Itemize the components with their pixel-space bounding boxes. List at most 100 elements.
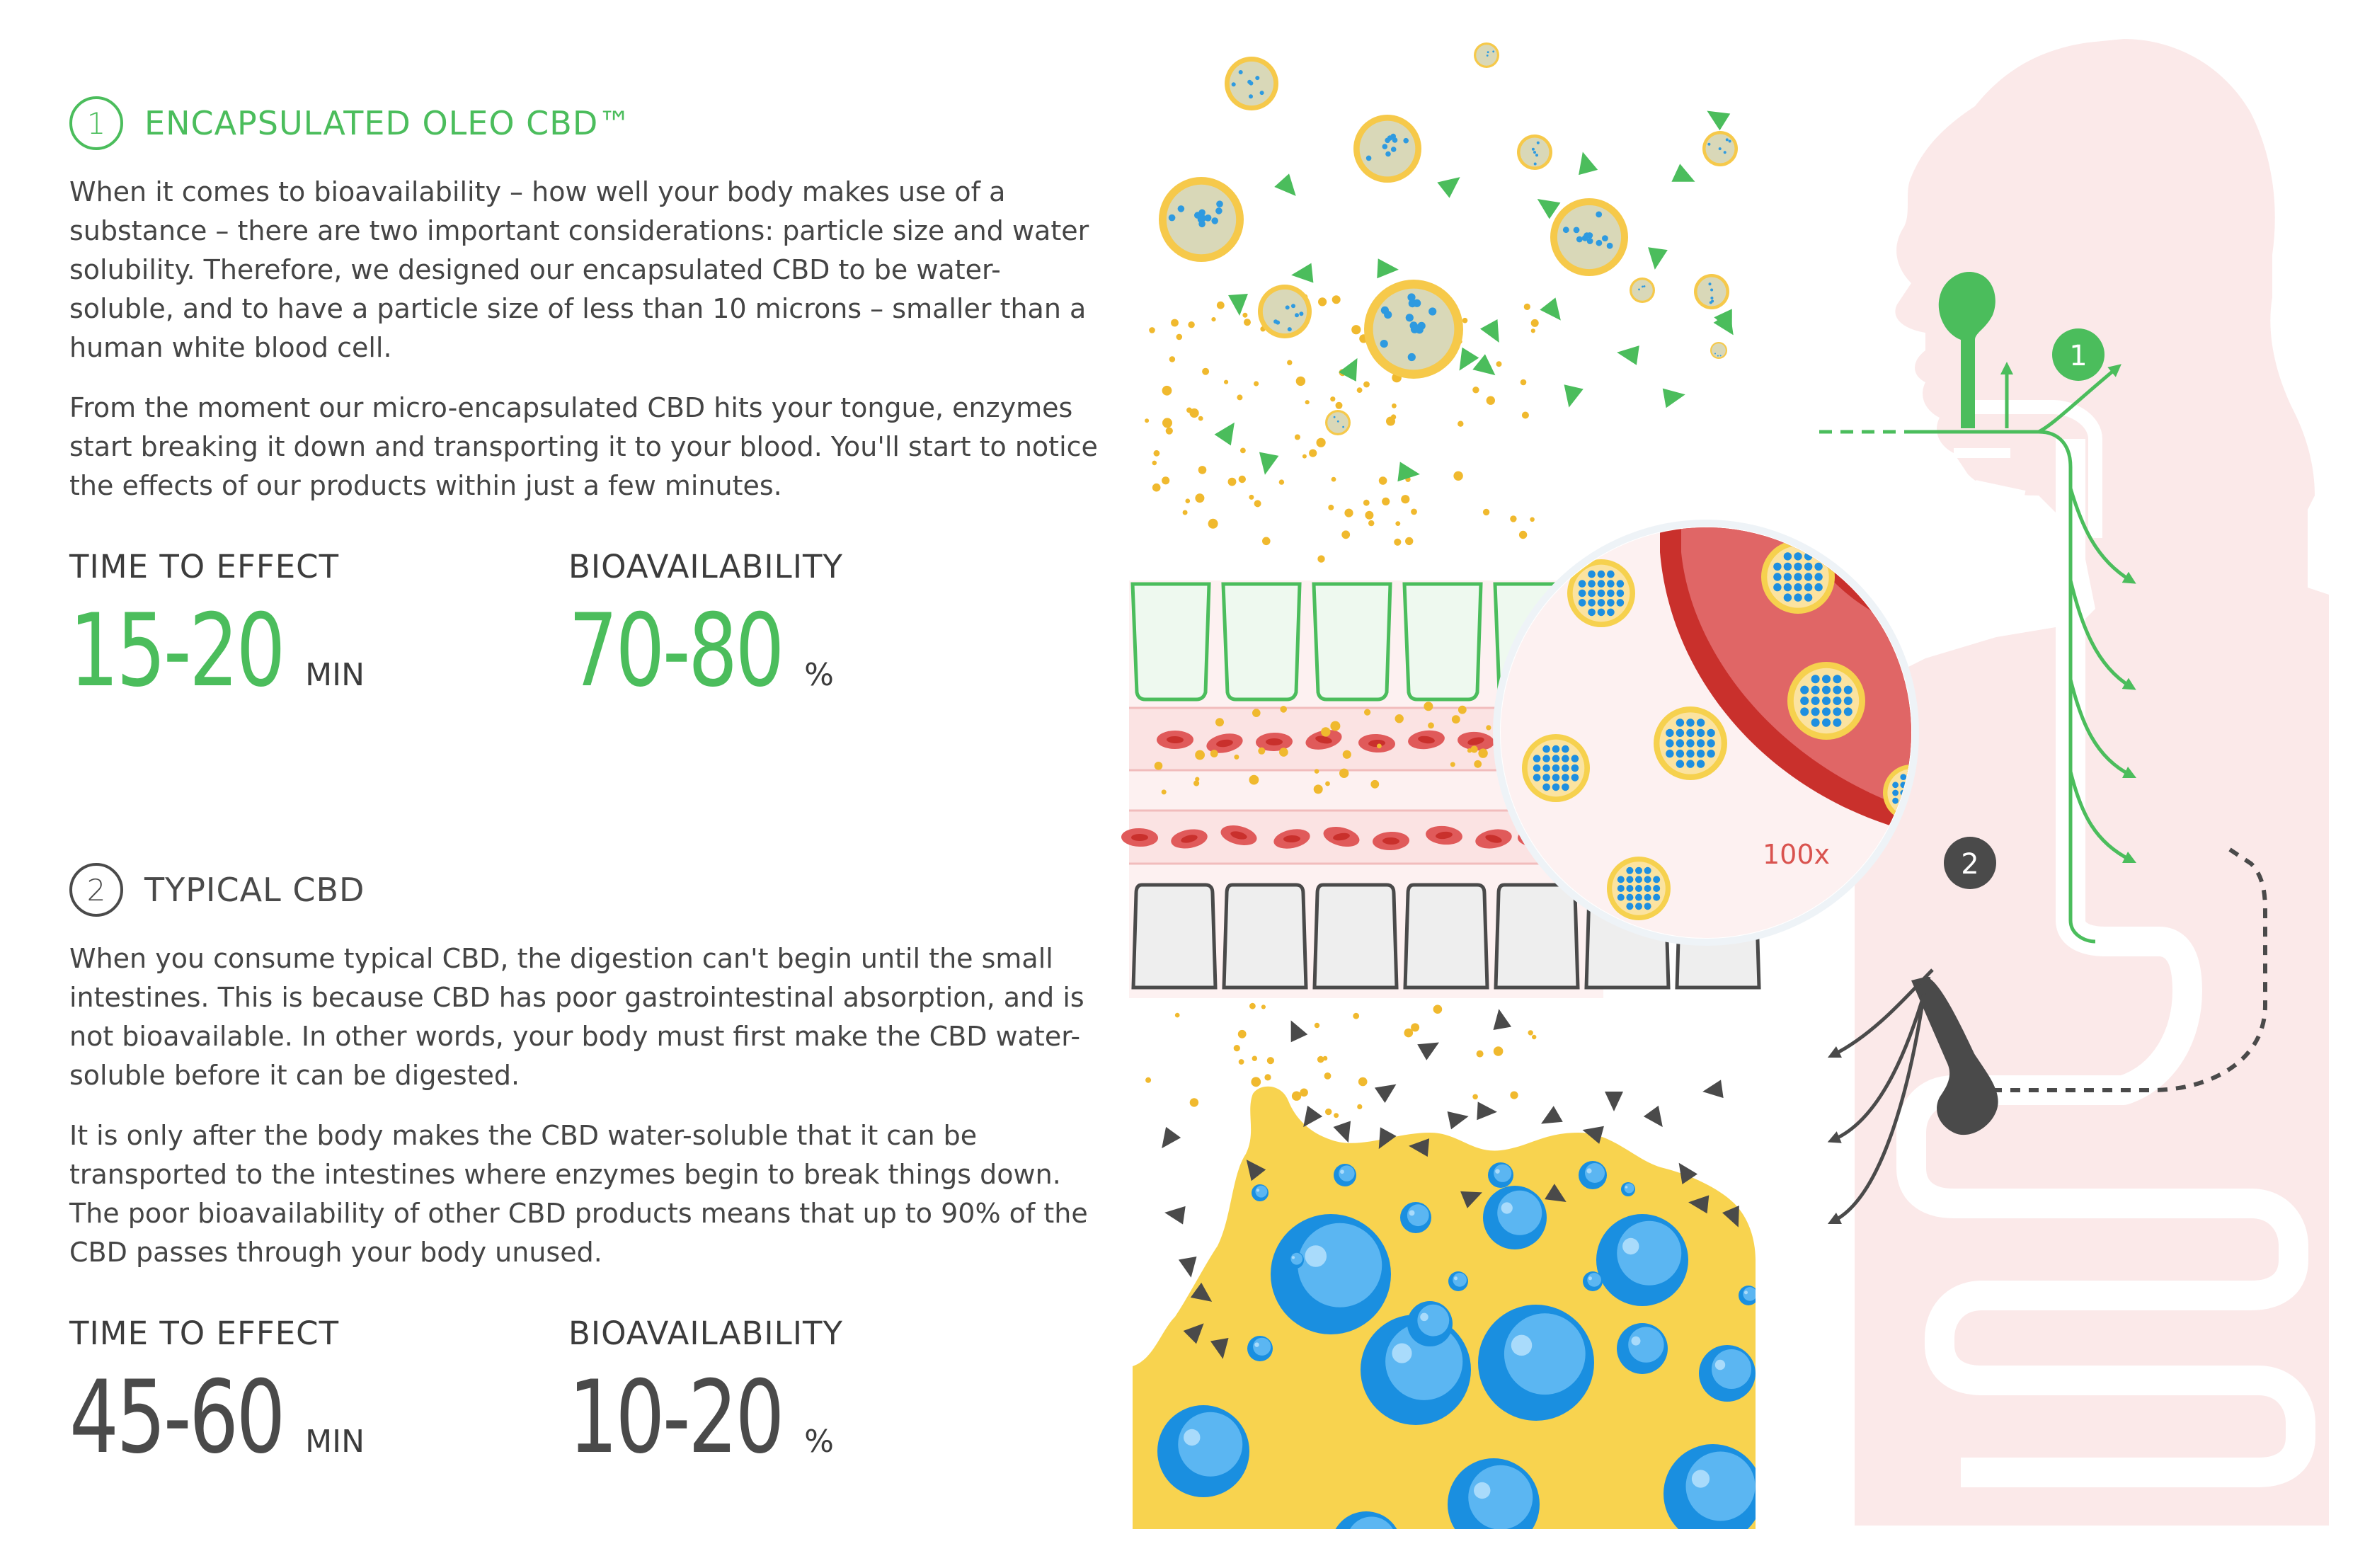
cbd-molecule bbox=[1653, 893, 1661, 901]
cbd-molecule bbox=[1626, 876, 1634, 883]
cbd-molecule bbox=[1804, 573, 1813, 581]
cbd-molecule bbox=[1653, 885, 1661, 892]
enzyme-particles bbox=[1214, 110, 1734, 482]
cbd-particle-triangle bbox=[1477, 1101, 1497, 1121]
water-droplet-shine bbox=[1501, 1202, 1513, 1214]
cbd-molecule bbox=[1843, 707, 1853, 716]
cbd-dot bbox=[1195, 493, 1205, 503]
epithelial-cell bbox=[1221, 582, 1302, 702]
cbd-molecule bbox=[1725, 138, 1729, 142]
cbd-molecule bbox=[1215, 207, 1222, 214]
cbd-molecule bbox=[1644, 885, 1651, 892]
cbd-dot bbox=[1518, 530, 1528, 539]
cbd-molecule bbox=[1407, 353, 1416, 362]
cbd-molecule bbox=[1626, 866, 1634, 874]
cbd-molecule bbox=[1676, 728, 1685, 738]
cbd-dot bbox=[1530, 319, 1539, 327]
water-droplet-shine bbox=[1714, 1359, 1726, 1370]
cbd-dot bbox=[1392, 403, 1397, 408]
section-1-number-badge: 1 bbox=[69, 96, 123, 150]
cbd-dot bbox=[1254, 381, 1259, 387]
cbd-dot bbox=[1328, 504, 1334, 510]
time-to-effect-value: 45-60 bbox=[69, 1359, 285, 1476]
cbd-dot bbox=[1182, 510, 1188, 515]
cbd-molecule bbox=[1800, 707, 1809, 716]
section-2-number-badge: 2 bbox=[69, 863, 123, 917]
water-droplet-highlight bbox=[1628, 1327, 1664, 1363]
cbd-dot bbox=[1287, 360, 1293, 365]
cbd-molecule bbox=[1714, 353, 1716, 355]
water-droplet-highlight bbox=[1712, 1349, 1751, 1389]
cbd-dot bbox=[1330, 721, 1341, 731]
cbd-molecule bbox=[1635, 866, 1642, 874]
cbd-molecule bbox=[1578, 580, 1586, 588]
cbd-molecule bbox=[1794, 552, 1802, 561]
section-2-title: TYPICAL CBD bbox=[144, 871, 365, 909]
cbd-molecule bbox=[1596, 211, 1603, 218]
cbd-molecule bbox=[1597, 589, 1605, 597]
epithelial-cell bbox=[1402, 582, 1483, 702]
cbd-molecule bbox=[1900, 774, 1907, 780]
cbd-dot bbox=[1227, 477, 1237, 486]
magnification-label: 100x bbox=[1763, 839, 1830, 870]
cbd-dot bbox=[1458, 420, 1464, 427]
water-droplet-highlight bbox=[1587, 1273, 1601, 1287]
cbd-particle-triangle bbox=[1702, 1080, 1724, 1099]
cbd-dot bbox=[1364, 709, 1371, 716]
water-droplet-shine bbox=[1409, 1210, 1415, 1216]
cbd-molecule bbox=[1542, 783, 1550, 791]
cbd-molecule bbox=[1617, 893, 1625, 901]
cbd-molecule bbox=[1635, 893, 1642, 901]
cbd-dot bbox=[1523, 303, 1530, 310]
bioavailability-unit: % bbox=[804, 1424, 834, 1460]
water-droplet-highlight bbox=[1298, 1223, 1382, 1307]
enzyme-triangle bbox=[1228, 294, 1248, 316]
cbd-dot bbox=[1291, 1091, 1302, 1101]
cbd-dot bbox=[1234, 754, 1239, 760]
cbd-dot bbox=[1363, 381, 1370, 388]
cbd-molecule bbox=[1584, 232, 1591, 239]
cbd-molecule bbox=[1723, 151, 1726, 154]
cbd-dot bbox=[1405, 537, 1414, 546]
cbd-molecule bbox=[1833, 697, 1842, 705]
cbd-particle-triangle bbox=[1493, 1009, 1512, 1031]
cbd-particle-triangle bbox=[1722, 1205, 1739, 1227]
cbd-molecule bbox=[1717, 355, 1719, 357]
cbd-dot bbox=[1357, 1104, 1363, 1109]
cbd-molecule bbox=[1892, 797, 1899, 804]
cbd-dot bbox=[1266, 1057, 1274, 1065]
cbd-molecule bbox=[1644, 903, 1651, 910]
cbd-molecule bbox=[1686, 749, 1695, 758]
cbd-molecule bbox=[1783, 573, 1792, 581]
epithelial-cell bbox=[1494, 883, 1580, 990]
bioavailability-unit: % bbox=[804, 657, 834, 693]
cbd-dot bbox=[1382, 497, 1390, 506]
cbd-dot bbox=[1401, 495, 1410, 504]
cbd-molecule bbox=[1822, 697, 1831, 705]
cbd-dot bbox=[1314, 769, 1319, 774]
cbd-particle-triangle bbox=[1678, 1162, 1698, 1185]
water-droplet-shine bbox=[1291, 1256, 1295, 1259]
cbd-molecule bbox=[1686, 728, 1695, 738]
cbd-molecule bbox=[1602, 235, 1608, 241]
enzyme-triangle bbox=[1707, 110, 1731, 131]
water-droplet-highlight bbox=[1178, 1412, 1243, 1477]
cbd-dot bbox=[1486, 396, 1495, 405]
red-blood-cell-center bbox=[1467, 737, 1484, 745]
enzyme-triangle bbox=[1537, 199, 1561, 219]
cbd-dot bbox=[1313, 784, 1323, 794]
cbd-molecule bbox=[1216, 200, 1223, 208]
cbd-molecule bbox=[1552, 755, 1560, 762]
cbd-particle-triangle bbox=[1688, 1195, 1710, 1214]
marker-2-label: 2 bbox=[1961, 848, 1979, 881]
water-droplet-shine bbox=[1743, 1291, 1748, 1295]
cbd-molecule bbox=[1342, 425, 1344, 428]
enzyme-triangle bbox=[1579, 151, 1598, 176]
cbd-molecule bbox=[1295, 313, 1299, 318]
cbd-dot bbox=[1317, 1055, 1324, 1063]
cbd-dot bbox=[1237, 394, 1243, 401]
enzyme-triangle bbox=[1540, 297, 1561, 321]
cbd-particle-triangle bbox=[1582, 1126, 1604, 1144]
cbd-dot bbox=[1188, 321, 1195, 328]
